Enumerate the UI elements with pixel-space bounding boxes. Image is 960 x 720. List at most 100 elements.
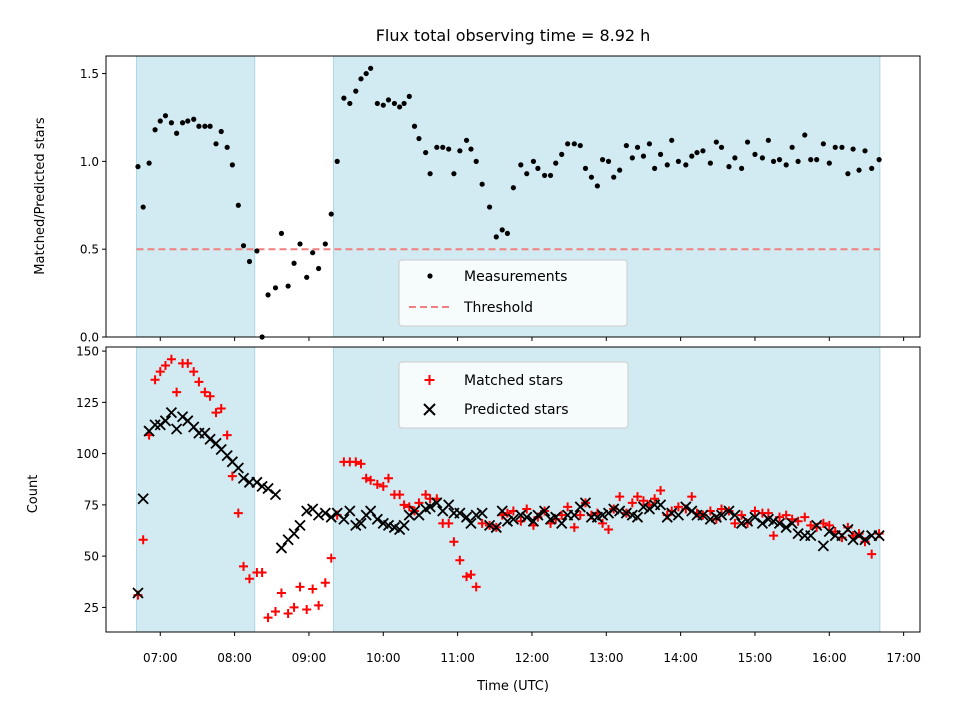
measurement-point xyxy=(856,167,862,173)
measurement-point xyxy=(278,230,285,236)
measurement-point xyxy=(588,174,595,180)
axes-frame-bottom xyxy=(105,346,921,633)
matched-point xyxy=(466,570,476,580)
matched-point xyxy=(449,537,459,547)
measurement-point xyxy=(802,132,808,138)
matched-point xyxy=(172,387,182,397)
predicted-point xyxy=(382,519,395,532)
measurement-point xyxy=(451,171,457,177)
predicted-point xyxy=(842,523,854,536)
predicted-point xyxy=(637,501,650,513)
measurement-point xyxy=(486,204,493,210)
legend-box-bottom xyxy=(398,361,629,429)
axes-frame-top xyxy=(105,55,921,338)
legend-label-threshold: Threshold xyxy=(463,300,533,316)
measurement-point xyxy=(839,144,845,150)
measurement-point xyxy=(876,157,882,163)
observing-band xyxy=(135,55,256,338)
measurement-point xyxy=(759,155,766,161)
predicted-point xyxy=(476,507,488,519)
legend-plus-icon xyxy=(424,375,435,385)
matched-point xyxy=(383,473,393,483)
matched-point xyxy=(867,549,877,559)
measurement-point xyxy=(629,155,635,161)
predicted-point xyxy=(847,534,859,546)
measurement-point xyxy=(783,162,789,168)
measurement-point xyxy=(457,148,463,154)
predicted-point xyxy=(312,509,325,521)
y-tick-label: 1.0 xyxy=(80,155,99,169)
matched-point xyxy=(471,582,481,592)
matched-point xyxy=(781,510,791,520)
matched-point xyxy=(569,522,579,532)
predicted-point xyxy=(232,462,244,474)
measurement-point xyxy=(246,258,253,265)
measurement-point xyxy=(594,183,600,189)
measurement-point xyxy=(168,120,175,126)
measurement-point xyxy=(571,141,577,147)
legend-top: Measurements Threshold xyxy=(398,259,628,327)
measurement-point xyxy=(559,151,565,157)
matched-point xyxy=(314,600,324,610)
matched-point xyxy=(378,481,388,491)
x-tick-label: 15:00 xyxy=(738,651,773,665)
x-tick-label: 07:00 xyxy=(143,651,178,665)
matched-point xyxy=(320,578,330,588)
measurement-point xyxy=(718,144,725,150)
predicted-point xyxy=(496,505,508,517)
matched-point xyxy=(233,508,243,518)
predicted-point xyxy=(204,433,216,445)
matched-point xyxy=(289,602,299,612)
predicted-point xyxy=(465,517,477,529)
measurement-point xyxy=(820,141,826,147)
matched-point xyxy=(302,604,312,614)
measurement-point xyxy=(640,153,647,159)
predicted-point xyxy=(137,493,149,505)
y-ticks-bottom: 25 50 75 100 125 150 xyxy=(76,345,106,615)
x-tick-label: 16:00 xyxy=(812,651,847,665)
predicted-point xyxy=(294,519,306,532)
matched-point xyxy=(477,518,487,528)
measurement-point xyxy=(235,202,241,208)
ratio-panel: 0.0 0.5 1.0 1.5 Flux total observing time =… xyxy=(33,26,921,345)
matched-point xyxy=(244,574,254,584)
measurement-point xyxy=(229,162,235,168)
measurement-point xyxy=(726,164,732,170)
matched-point xyxy=(750,506,760,516)
measurement-point xyxy=(423,149,429,156)
matched-point xyxy=(421,490,431,500)
matched-point xyxy=(194,377,204,387)
measurement-point xyxy=(385,97,392,103)
predicted-point xyxy=(715,509,728,521)
measurement-point xyxy=(770,158,777,164)
predicted-point xyxy=(371,513,383,525)
predicted-point xyxy=(338,513,350,525)
measurement-point xyxy=(493,234,499,240)
measurement-point xyxy=(582,165,589,171)
measurement-point xyxy=(334,158,340,164)
predicted-point xyxy=(631,511,644,523)
measurement-point xyxy=(599,157,606,163)
legend-bottom: Matched stars Predicted stars xyxy=(398,361,629,429)
matched-point xyxy=(155,367,165,377)
predicted-point xyxy=(596,509,609,521)
measurement-point xyxy=(265,292,271,298)
measurement-point xyxy=(826,160,832,166)
measurement-point xyxy=(744,139,751,145)
measurement-point xyxy=(446,146,452,152)
predicted-point xyxy=(454,507,466,519)
matched-point xyxy=(399,500,409,510)
matched-point xyxy=(455,555,465,565)
measurement-point xyxy=(162,113,169,119)
measurement-point xyxy=(623,142,629,149)
measurement-point xyxy=(652,165,658,171)
matched-point xyxy=(227,471,237,481)
x-axis-label: Time (UTC) xyxy=(476,679,549,694)
matched-point xyxy=(366,475,376,485)
x-ticks-top xyxy=(159,337,905,341)
predicted-point xyxy=(507,513,520,525)
y-tick-label: 75 xyxy=(84,498,99,512)
matched-point xyxy=(270,606,280,616)
measurement-point xyxy=(524,171,530,177)
measurement-point xyxy=(440,144,446,150)
